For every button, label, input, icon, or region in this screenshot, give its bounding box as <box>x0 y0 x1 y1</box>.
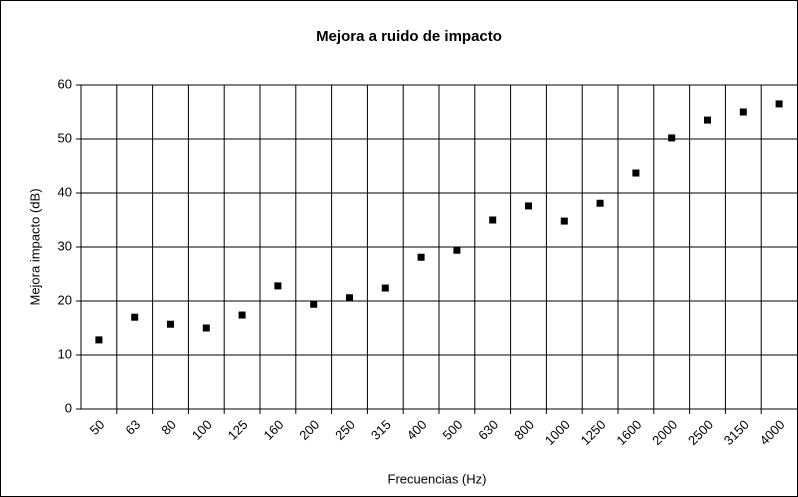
data-point <box>775 100 783 108</box>
data-point <box>95 336 103 344</box>
data-point <box>525 202 532 210</box>
data-point <box>202 324 210 332</box>
data-point <box>238 311 246 319</box>
data-point <box>417 253 425 261</box>
data-point <box>131 313 139 321</box>
y-tick-label: 50 <box>58 130 72 145</box>
data-point <box>739 108 747 116</box>
data-point <box>704 116 711 124</box>
data-point <box>596 199 604 207</box>
y-tick-label: 20 <box>58 292 72 307</box>
data-point <box>381 284 389 292</box>
y-tick-label: 60 <box>58 76 72 91</box>
data-point <box>560 217 568 225</box>
y-tick-label: 10 <box>58 346 72 361</box>
x-axis-label: Frecuencias (Hz) <box>388 471 487 486</box>
data-point <box>489 216 497 224</box>
data-point <box>632 169 640 177</box>
y-axis-label: Mejora impacto (dB) <box>27 188 42 305</box>
data-point <box>310 300 318 308</box>
y-tick-label: 0 <box>65 400 72 415</box>
data-point <box>346 294 353 302</box>
data-point <box>167 320 174 328</box>
y-tick-label: 30 <box>58 238 72 253</box>
data-point <box>668 134 676 142</box>
y-tick-label: 40 <box>58 184 72 199</box>
data-point <box>274 282 282 290</box>
data-point <box>453 246 461 254</box>
chart-title: Mejora a ruido de impacto <box>316 28 502 45</box>
